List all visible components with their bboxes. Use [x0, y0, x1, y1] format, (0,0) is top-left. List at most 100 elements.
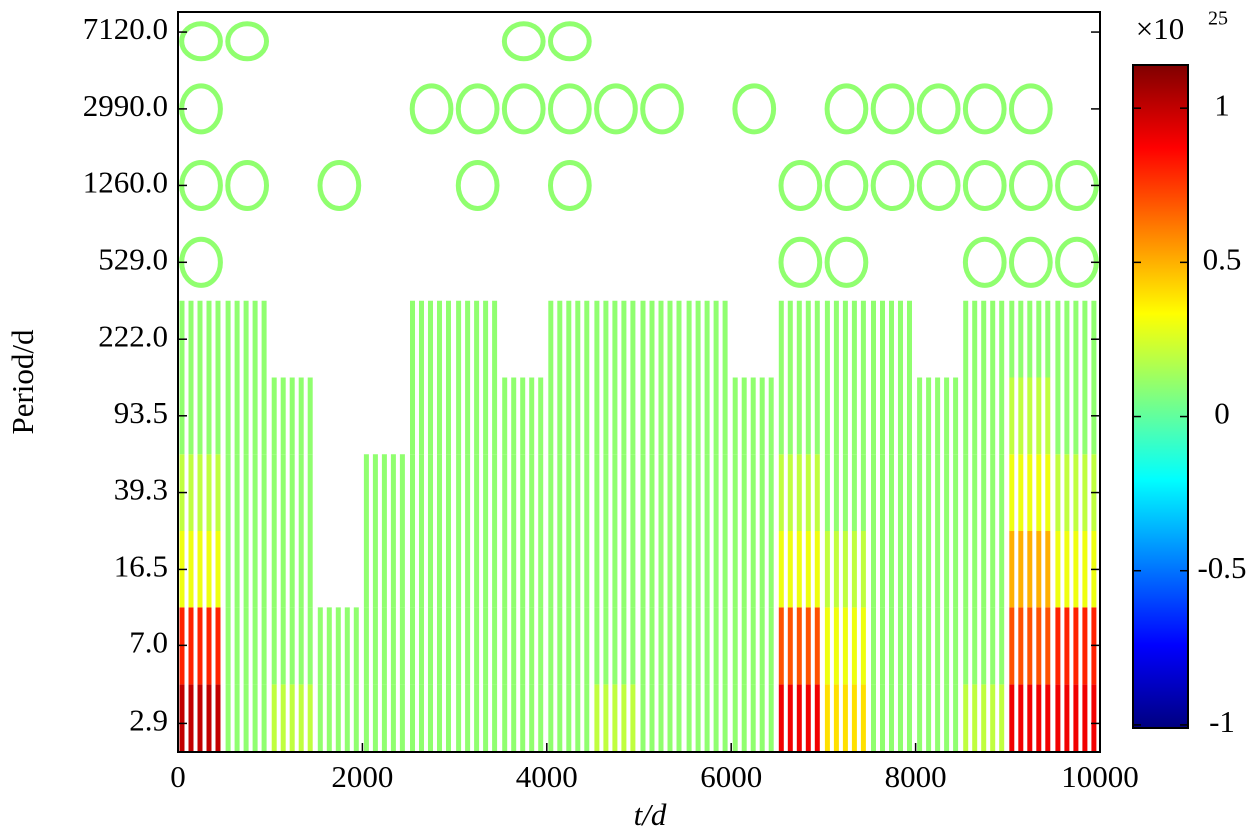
contour-streak: [824, 377, 866, 455]
contour-ring: [778, 236, 823, 288]
y-tick-label: 16.5: [114, 549, 168, 584]
contour-streak: [548, 300, 590, 378]
y-tick-label: 39.3: [114, 472, 168, 507]
contour-streak: [963, 300, 1005, 378]
y-axis-label: Period/d: [5, 329, 40, 435]
contour-streak: [456, 454, 498, 531]
contour-ring: [179, 21, 223, 62]
contour-streak: [502, 684, 544, 752]
contour-ring: [179, 160, 223, 212]
contour-streak: [640, 684, 682, 752]
contour-streak: [963, 377, 1005, 455]
y-tick-label: 93.5: [114, 395, 168, 430]
contour-streak: [410, 377, 451, 455]
contour-streak: [871, 607, 912, 685]
contour-streak: [502, 531, 544, 608]
contour-ring: [594, 83, 638, 135]
contour-streak: [594, 684, 636, 752]
contour-streak: [456, 531, 498, 608]
contour-streak: [778, 377, 820, 455]
contour-streak: [317, 607, 359, 685]
colorbar-tick-label: 0: [1214, 396, 1230, 431]
contour-streak: [917, 684, 959, 752]
contour-streak: [732, 377, 774, 455]
contour-streak: [1055, 377, 1097, 455]
contour-streak: [594, 607, 636, 685]
contour-streak: [917, 377, 959, 455]
contour-ring: [870, 160, 915, 212]
contour-streak: [1055, 531, 1097, 608]
contour-streak: [594, 377, 636, 455]
contour-ring: [1008, 236, 1053, 288]
plot-frame: [177, 11, 1101, 753]
contour-streak: [640, 454, 682, 531]
contour-streak: [871, 377, 912, 455]
contour-streak: [963, 454, 1005, 531]
contour-streak: [686, 300, 728, 378]
contour-streak: [271, 377, 313, 455]
contour-ring: [824, 160, 869, 212]
x-tick-label: 0: [170, 759, 186, 794]
contour-streak: [824, 607, 866, 685]
x-tick-label: 4000: [516, 759, 578, 794]
contour-streak: [732, 684, 774, 752]
contour-streak: [778, 300, 820, 378]
contour-streak: [1009, 684, 1051, 752]
contour-streak: [225, 531, 267, 608]
contour-ring: [916, 83, 961, 135]
contour-streak: [963, 531, 1005, 608]
contour-streak: [410, 531, 451, 608]
contour-ring: [824, 236, 869, 288]
colorbar: [1132, 64, 1189, 729]
contour-streak: [824, 454, 866, 531]
contour-streak: [778, 607, 820, 685]
y-tick-label: 1260.0: [83, 165, 168, 200]
contour-streak: [502, 607, 544, 685]
contour-streak: [363, 684, 405, 752]
contour-streak: [179, 684, 221, 752]
y-tick-label: 7.0: [129, 624, 168, 659]
contour-streak: [1009, 377, 1051, 455]
contour-streak: [871, 454, 912, 531]
contour-streak: [456, 300, 498, 378]
contour-ring: [778, 160, 823, 212]
contour-ring: [225, 21, 270, 62]
contour-streak: [456, 377, 498, 455]
contour-streak: [1055, 607, 1097, 685]
x-tick-label: 2000: [331, 759, 393, 794]
contour-streak: [871, 684, 912, 752]
contour-streak: [686, 531, 728, 608]
contour-ring: [317, 160, 362, 212]
contour-streak: [1055, 300, 1097, 378]
x-tick-label: 10000: [1061, 759, 1139, 794]
contour-streak: [456, 607, 498, 685]
contour-streak: [271, 531, 313, 608]
contour-ring: [916, 160, 961, 212]
contour-ring: [962, 160, 1007, 212]
contour-streak: [732, 454, 774, 531]
x-axis-label: t/d: [634, 797, 667, 832]
contour-streak: [225, 684, 267, 752]
contour-streak: [963, 684, 1005, 752]
contour-ring: [501, 21, 546, 62]
contour-ring: [547, 21, 592, 62]
contour-streak: [871, 531, 912, 608]
contour-streak: [548, 607, 590, 685]
contour-ring: [225, 160, 270, 212]
contour-streak: [778, 684, 820, 752]
contour-streak: [271, 607, 313, 685]
contour-ring: [501, 83, 546, 135]
contour-streak: [640, 607, 682, 685]
contour-streak: [640, 377, 682, 455]
colorbar-tick-label: 1: [1214, 87, 1230, 122]
contour-streak: [548, 454, 590, 531]
contour-ring: [455, 83, 500, 135]
colorbar-label: ×10: [1136, 11, 1184, 46]
contour-streak: [686, 454, 728, 531]
y-tick-label: 2.9: [129, 703, 168, 738]
y-tick-label: 529.0: [98, 241, 168, 276]
x-tick-label: 6000: [700, 759, 762, 794]
contour-streak: [225, 454, 267, 531]
contour-streak: [271, 454, 313, 531]
contour-field: [179, 21, 1099, 752]
